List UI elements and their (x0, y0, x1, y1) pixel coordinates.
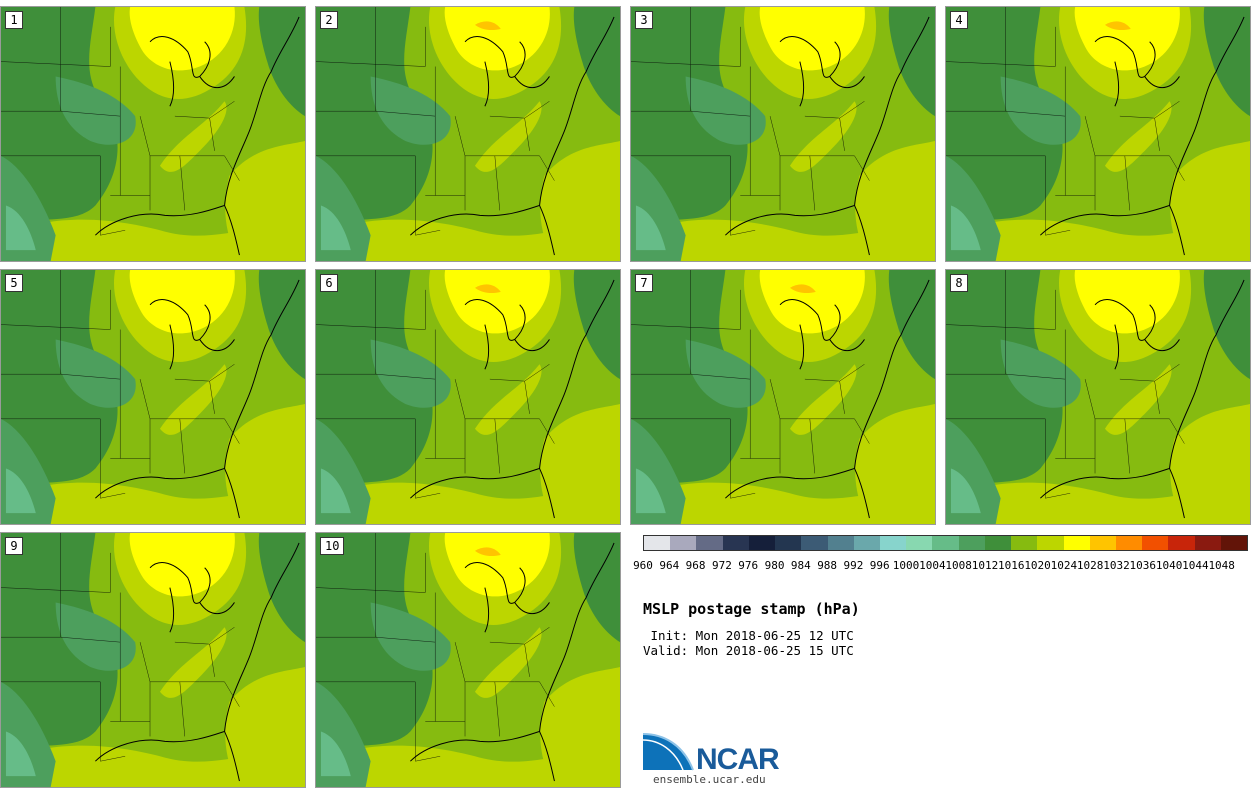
colorbar-swatch (670, 536, 697, 550)
colorbar-tick-label: 976 (738, 559, 759, 572)
colorbar-swatch (801, 536, 828, 550)
colorbar-swatch (906, 536, 933, 550)
map-panel: 9 (0, 532, 306, 788)
colorbar-swatch (1089, 536, 1116, 550)
mslp-map (946, 7, 1250, 261)
mslp-map (1, 533, 305, 787)
colorbar-labels: 960 964 968 972 976 980 984 988 992 996 1000 1004 10… (633, 559, 1248, 575)
colorbar-tick-label: 1016 (998, 559, 1025, 572)
mslp-map (1, 7, 305, 261)
colorbar-swatch (1142, 536, 1169, 550)
map-panel: 8 (945, 269, 1251, 525)
colorbar-tick-label: 1044 (1182, 559, 1209, 572)
colorbar-tick-label: 1028 (1076, 559, 1104, 572)
colorbar-swatch (1168, 536, 1195, 550)
figure-title: MSLP postage stamp (hPa) (643, 600, 860, 618)
colorbar-tick-label: 964 (659, 559, 680, 572)
colorbar-tick-label: 1032 (1103, 559, 1130, 572)
colorbar-tick-label: 1040 (1155, 559, 1183, 572)
colorbar-tick-label: 984 (790, 559, 811, 572)
colorbar-tick-label: 1000 (892, 559, 920, 572)
colorbar-tick-label: 992 (843, 559, 864, 572)
colorbar-swatch (748, 536, 776, 550)
map-panel: 2 (315, 6, 621, 262)
member-number-label: 8 (950, 274, 968, 292)
colorbar-tick-label: 1004 (919, 559, 946, 572)
mslp-map (631, 7, 935, 261)
colorbar-swatch (696, 536, 723, 550)
colorbar-swatch (1011, 536, 1038, 550)
map-panel: 5 (0, 269, 306, 525)
ncar-logo-icon (643, 733, 694, 771)
colorbar-swatch (958, 536, 985, 550)
colorbar-swatch (1194, 536, 1221, 550)
colorbar-swatch (932, 536, 959, 550)
colorbar-swatch (827, 536, 854, 550)
member-number-label: 5 (5, 274, 23, 292)
colorbar-tick-label: 968 (685, 559, 706, 572)
mslp-map (946, 270, 1250, 524)
colorbar-swatch (1063, 536, 1090, 550)
mslp-map (1, 270, 305, 524)
map-panel: 7 (630, 269, 936, 525)
map-panel: 1 (0, 6, 306, 262)
colorbar-tick-label: 1048 (1208, 559, 1235, 572)
colorbar-tick-label: 960 (633, 559, 653, 572)
member-number-label: 4 (950, 11, 968, 29)
colorbar-tick-label: 1036 (1129, 559, 1157, 572)
colorbar-tick-label: 1012 (971, 559, 999, 572)
colorbar: 960 964 968 972 976 980 984 988 992 996 1000 1004 10… (633, 535, 1248, 575)
colorbar-tick-label: 996 (869, 559, 890, 572)
colorbar-swatch (1037, 536, 1064, 550)
map-panel: 3 (630, 6, 936, 262)
mslp-map (316, 533, 620, 787)
member-number-label: 6 (320, 274, 338, 292)
colorbar-tick-label: 1024 (1050, 559, 1078, 572)
member-number-label: 1 (5, 11, 23, 29)
logo-url: ensemble.ucar.edu (653, 773, 766, 786)
colorbar-swatches (643, 535, 1248, 551)
member-number-label: 7 (635, 274, 653, 292)
mslp-map (631, 270, 935, 524)
colorbar-tick-label: 1020 (1024, 559, 1051, 572)
map-panel: 10 (315, 532, 621, 788)
colorbar-swatch (722, 536, 749, 550)
colorbar-swatch (984, 536, 1012, 550)
map-panel: 4 (945, 6, 1251, 262)
colorbar-swatch (1115, 536, 1143, 550)
valid-time: Valid: Mon 2018-06-25 15 UTC (643, 643, 854, 658)
colorbar-tick-label: 1008 (945, 559, 972, 572)
mslp-map (316, 7, 620, 261)
colorbar-tick-label: 972 (711, 559, 732, 572)
map-panel: 6 (315, 269, 621, 525)
member-number-label: 9 (5, 537, 23, 555)
colorbar-swatch (1220, 536, 1248, 550)
mslp-map (316, 270, 620, 524)
init-time: Init: Mon 2018-06-25 12 UTC (643, 628, 854, 643)
colorbar-swatch (775, 536, 802, 550)
member-number-label: 2 (320, 11, 338, 29)
colorbar-swatch (853, 536, 880, 550)
colorbar-swatch (644, 536, 671, 550)
ncar-logo-text: NCAR (696, 743, 780, 776)
member-number-label: 10 (320, 537, 345, 555)
member-number-label: 3 (635, 11, 653, 29)
colorbar-tick-label: 988 (817, 559, 838, 572)
colorbar-tick-label: 980 (764, 559, 785, 572)
colorbar-swatch (879, 536, 907, 550)
